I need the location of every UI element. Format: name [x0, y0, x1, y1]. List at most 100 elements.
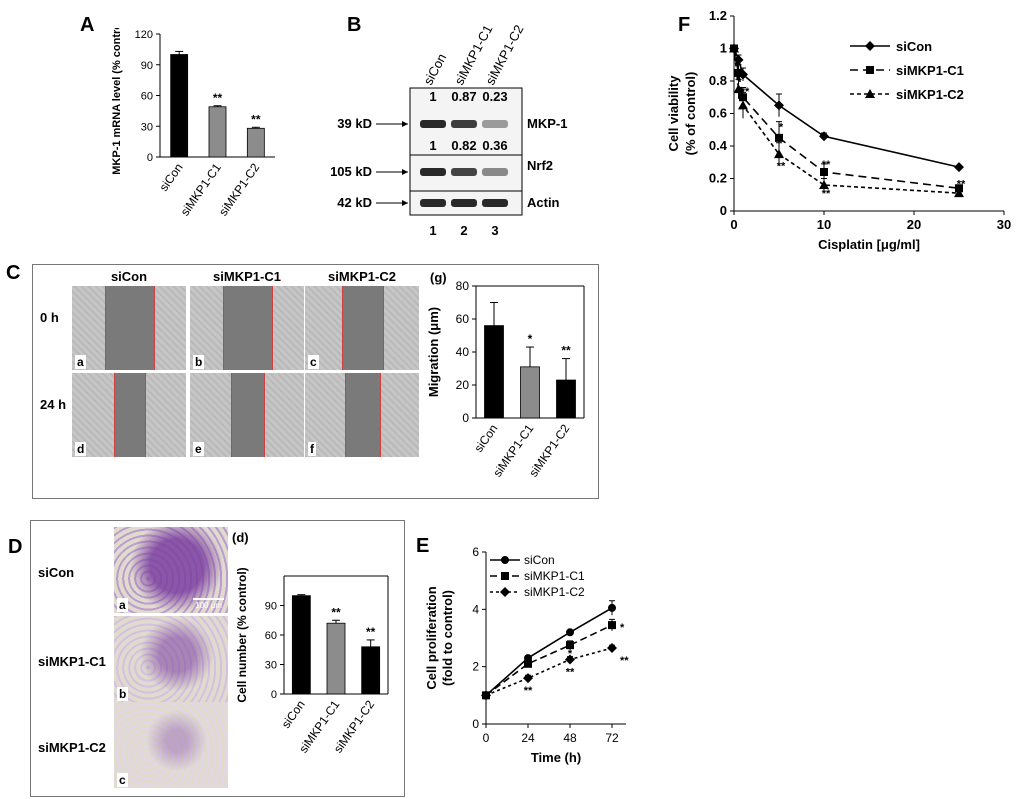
point-sicon: [774, 100, 784, 111]
wound-image: f: [305, 373, 419, 457]
y-tick-label: 90: [265, 601, 277, 613]
y-tick-label: 0.4: [709, 138, 728, 153]
legend-label-simkp1-c1: siMKP1-C1: [896, 63, 964, 78]
mw-label: 42 kD: [337, 195, 372, 210]
significance-mark: **: [331, 605, 341, 619]
point-simkp1-c2: [607, 643, 617, 654]
transwell-image: a 100 μm: [114, 527, 228, 613]
arrow-head: [402, 200, 408, 206]
lane-number: 2: [460, 223, 467, 238]
y-axis-label-line2: (fold to control): [440, 590, 455, 686]
bar-simkp1-c1: [520, 366, 540, 419]
point-sicon: [608, 603, 616, 612]
significance-mark: **: [777, 161, 786, 173]
bar-simkp1-c2: [246, 127, 265, 158]
row-label-24-h: 24 h: [40, 397, 67, 412]
nrf2-quant: 0.36: [482, 138, 507, 153]
x-tick-label: 48: [563, 731, 577, 745]
mw-label: 105 kD: [330, 164, 372, 179]
y-tick-label: 4: [472, 602, 479, 616]
wound-image: b: [190, 286, 304, 370]
mkp1-quant: 0.23: [482, 89, 507, 104]
series-line-sicon: [485, 607, 613, 696]
y-axis-label-line1: Cell viability: [666, 75, 681, 152]
actin-band: [420, 199, 446, 207]
significance-mark: **: [822, 188, 831, 200]
column-header-simkp1-c2: siMKP1-C2: [328, 269, 396, 284]
significance-mark: **: [561, 344, 571, 358]
bar-simkp1-c2: [361, 646, 381, 695]
mkp1-band: [482, 120, 508, 128]
bar-simkp1-c1: [208, 106, 227, 158]
panel-label-d: D: [8, 536, 23, 558]
x-tick-label: 0: [730, 217, 737, 232]
x-tick-label: 0: [483, 731, 490, 745]
legend-marker: [501, 572, 509, 580]
y-tick-label: 2: [472, 660, 479, 674]
point-simkp1-c2: [481, 690, 491, 701]
point-simkp1-c1: [734, 68, 743, 77]
legend-label-simkp1-c1: siMKP1-C1: [524, 569, 585, 583]
x-tick-label: 30: [997, 217, 1011, 232]
nrf2-band: [420, 168, 446, 176]
y-tick-label: 30: [141, 121, 153, 133]
point-simkp1-c2: [774, 149, 784, 159]
nrf2-quant: 0.82: [451, 138, 476, 153]
row-label-0-h: 0 h: [40, 310, 59, 325]
y-tick-label: 80: [456, 279, 470, 293]
image-letter: b: [117, 687, 129, 701]
wound-gap: [345, 373, 381, 457]
y-axis-label: Cell number (% control): [235, 567, 249, 702]
arrow-head: [402, 121, 408, 127]
x-tick-label: 20: [907, 217, 921, 232]
y-tick-label: 0.8: [709, 73, 727, 88]
y-tick-label: 0: [720, 203, 727, 218]
y-tick-label: 0: [462, 411, 469, 425]
wound-gap: [223, 286, 273, 370]
legend-marker: [501, 556, 509, 564]
y-tick-label: 1: [720, 41, 727, 56]
point-simkp1-c1: [524, 659, 532, 668]
wound-image: d: [72, 373, 186, 457]
lane-number: 3: [491, 223, 498, 238]
arrow-head: [402, 169, 408, 175]
bar-simkp1-c2: [556, 379, 576, 419]
mkp1-band: [451, 120, 477, 128]
column-header-simkp1-c1: siMKP1-C1: [213, 269, 281, 284]
lane-header-sicon: siCon: [420, 51, 449, 87]
panel-label-e: E: [416, 535, 430, 557]
y-tick-label: 30: [265, 660, 277, 672]
transwell-image: c: [114, 702, 228, 788]
significance-mark: **: [957, 178, 966, 190]
significance-mark: **: [213, 91, 223, 105]
y-tick-label: 90: [141, 60, 153, 72]
row-label-sicon: siCon: [38, 565, 75, 580]
panel-label-f: F: [678, 14, 691, 36]
x-tick-label: 10: [817, 217, 831, 232]
significance-mark: *: [779, 122, 784, 134]
significance-mark: **: [620, 655, 629, 667]
point-simkp1-c2: [565, 654, 575, 665]
nrf2-band: [451, 168, 477, 176]
x-tick-label: 72: [605, 731, 619, 745]
series-line-simkp1-c1: [485, 624, 613, 696]
protein-label-nrf2: Nrf2: [527, 158, 553, 173]
y-tick-label: 60: [141, 91, 153, 103]
nrf2-band: [482, 168, 508, 176]
wound-image: e: [190, 373, 304, 457]
image-letter: a: [117, 598, 128, 612]
legend-label-sicon: siCon: [524, 553, 555, 567]
significance-mark: *: [568, 648, 573, 660]
series-line-simkp1-c2: [485, 647, 613, 697]
migration-bar-chart: 020406080siCon*siMKP1-C1**siMKP1-C2Migra…: [426, 279, 585, 479]
lane-number: 1: [429, 223, 436, 238]
point-simkp1-c1: [566, 641, 574, 650]
nrf2-quant: 1: [429, 138, 436, 153]
category-label-sicon: siCon: [279, 698, 308, 731]
y-tick-label: 120: [135, 29, 153, 41]
point-simkp1-c1: [820, 168, 828, 176]
y-tick-label: 6: [472, 545, 479, 559]
y-axis-label-line1: Cell proliferation: [424, 586, 439, 689]
point-sicon: [819, 131, 829, 142]
x-axis-label: Time (h): [531, 750, 581, 765]
